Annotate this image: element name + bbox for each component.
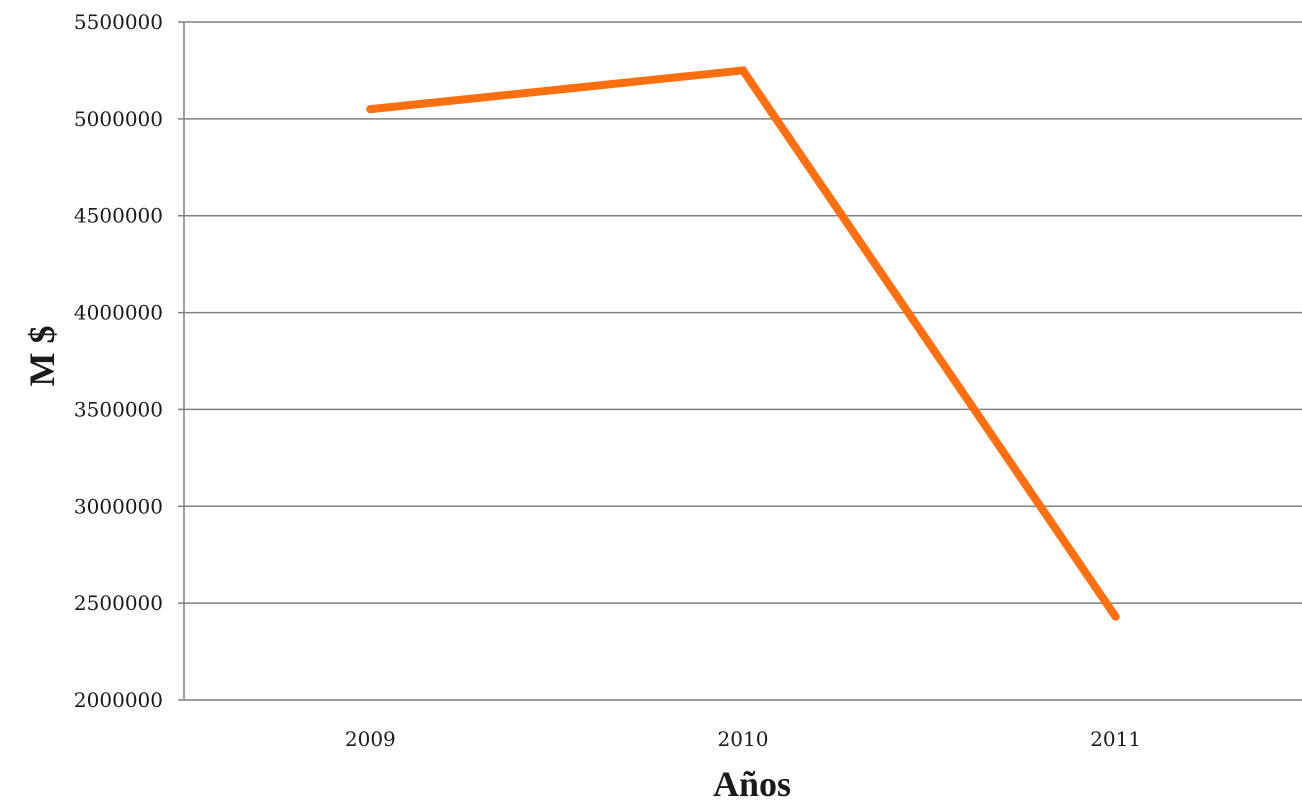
- x-tick-labels: 2009 2010 2011: [345, 727, 1141, 751]
- y-tick-label: 5500000: [74, 10, 163, 34]
- x-tick-label: 2011: [1090, 727, 1141, 751]
- y-tick-labels: 2000000 2500000 3000000 3500000 4000000 45000…: [74, 10, 163, 712]
- series-layer: [366, 66, 1120, 621]
- data-point: [366, 105, 375, 114]
- gridlines: [178, 21, 1302, 604]
- x-tick-label: 2010: [718, 727, 769, 751]
- y-tick-label: 3000000: [74, 494, 163, 518]
- y-tick-label: 4000000: [74, 301, 163, 325]
- data-point: [1111, 612, 1120, 621]
- y-tick-label: 4500000: [74, 204, 163, 228]
- x-axis-title: Años: [713, 764, 791, 804]
- y-tick-label: 2500000: [74, 591, 163, 615]
- y-tick-label: 2000000: [74, 688, 163, 712]
- y-tick-label: 3500000: [74, 397, 163, 421]
- data-point: [739, 66, 747, 75]
- x-tick-label: 2009: [345, 727, 396, 751]
- series-line: [366, 66, 1120, 621]
- y-tick-label: 5000000: [74, 107, 163, 131]
- y-axis-title: M $: [22, 326, 62, 387]
